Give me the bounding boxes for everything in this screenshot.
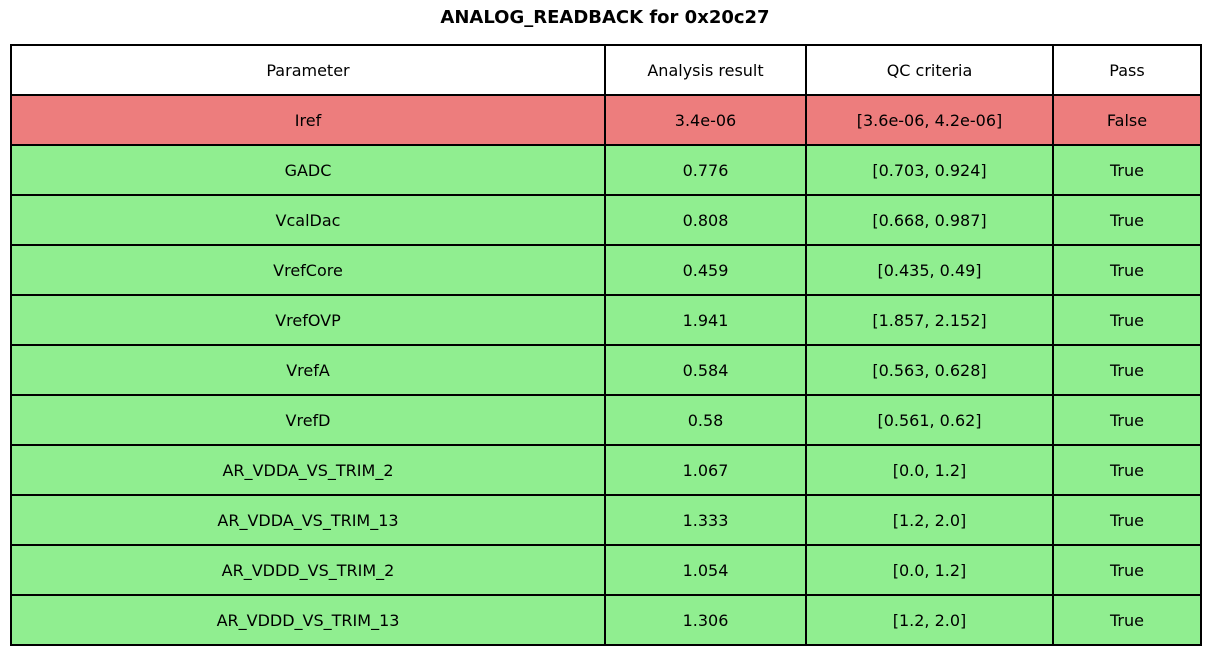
table-row: VrefCore 0.459 [0.435, 0.49] True: [10, 244, 1202, 296]
cell-analysis-result: 1.054: [604, 544, 807, 596]
cell-qc-criteria: [0.435, 0.49]: [805, 244, 1054, 296]
table-row: VrefA 0.584 [0.563, 0.628] True: [10, 344, 1202, 396]
cell-qc-criteria: [3.6e-06, 4.2e-06]: [805, 94, 1054, 146]
cell-analysis-result: 1.067: [604, 444, 807, 496]
cell-pass: True: [1052, 294, 1202, 346]
cell-analysis-result: 3.4e-06: [604, 94, 807, 146]
cell-pass: True: [1052, 494, 1202, 546]
cell-qc-criteria: [1.2, 2.0]: [805, 594, 1054, 646]
table-row: VrefD 0.58 [0.561, 0.62] True: [10, 394, 1202, 446]
cell-qc-criteria: [0.703, 0.924]: [805, 144, 1054, 196]
table-row: AR_VDDA_VS_TRIM_13 1.333 [1.2, 2.0] True: [10, 494, 1202, 546]
table-row: AR_VDDD_VS_TRIM_2 1.054 [0.0, 1.2] True: [10, 544, 1202, 596]
table-row: VcalDac 0.808 [0.668, 0.987] True: [10, 194, 1202, 246]
cell-pass: True: [1052, 444, 1202, 496]
column-header-parameter: Parameter: [10, 44, 606, 96]
table-row: Iref 3.4e-06 [3.6e-06, 4.2e-06] False: [10, 94, 1202, 146]
table-row: GADC 0.776 [0.703, 0.924] True: [10, 144, 1202, 196]
cell-parameter: AR_VDDA_VS_TRIM_2: [10, 444, 606, 496]
cell-pass: False: [1052, 94, 1202, 146]
cell-parameter: AR_VDDA_VS_TRIM_13: [10, 494, 606, 546]
table-row: AR_VDDD_VS_TRIM_13 1.306 [1.2, 2.0] True: [10, 594, 1202, 646]
cell-qc-criteria: [0.0, 1.2]: [805, 544, 1054, 596]
cell-analysis-result: 1.306: [604, 594, 807, 646]
table-row: AR_VDDA_VS_TRIM_2 1.067 [0.0, 1.2] True: [10, 444, 1202, 496]
cell-analysis-result: 0.584: [604, 344, 807, 396]
cell-pass: True: [1052, 544, 1202, 596]
cell-parameter: VrefOVP: [10, 294, 606, 346]
cell-analysis-result: 0.58: [604, 394, 807, 446]
header-row: Parameter Analysis result QC criteria Pa…: [10, 44, 1202, 96]
cell-qc-criteria: [0.0, 1.2]: [805, 444, 1054, 496]
cell-analysis-result: 1.941: [604, 294, 807, 346]
cell-qc-criteria: [0.668, 0.987]: [805, 194, 1054, 246]
cell-pass: True: [1052, 344, 1202, 396]
figure-title: ANALOG_READBACK for 0x20c27: [440, 7, 770, 28]
column-header-analysis-result: Analysis result: [604, 44, 807, 96]
cell-pass: True: [1052, 144, 1202, 196]
cell-parameter: VcalDac: [10, 194, 606, 246]
qc-results-table: Parameter Analysis result QC criteria Pa…: [10, 44, 1202, 646]
column-header-pass: Pass: [1052, 44, 1202, 96]
cell-pass: True: [1052, 594, 1202, 646]
cell-parameter: VrefCore: [10, 244, 606, 296]
cell-pass: True: [1052, 244, 1202, 296]
column-header-qc-criteria: QC criteria: [805, 44, 1054, 96]
cell-parameter: AR_VDDD_VS_TRIM_13: [10, 594, 606, 646]
cell-qc-criteria: [1.857, 2.152]: [805, 294, 1054, 346]
cell-analysis-result: 0.459: [604, 244, 807, 296]
cell-parameter: VrefA: [10, 344, 606, 396]
cell-parameter: AR_VDDD_VS_TRIM_2: [10, 544, 606, 596]
cell-pass: True: [1052, 194, 1202, 246]
cell-qc-criteria: [1.2, 2.0]: [805, 494, 1054, 546]
cell-qc-criteria: [0.561, 0.62]: [805, 394, 1054, 446]
table-row: VrefOVP 1.941 [1.857, 2.152] True: [10, 294, 1202, 346]
cell-parameter: Iref: [10, 94, 606, 146]
cell-parameter: VrefD: [10, 394, 606, 446]
cell-analysis-result: 0.808: [604, 194, 807, 246]
cell-analysis-result: 1.333: [604, 494, 807, 546]
cell-qc-criteria: [0.563, 0.628]: [805, 344, 1054, 396]
cell-pass: True: [1052, 394, 1202, 446]
cell-analysis-result: 0.776: [604, 144, 807, 196]
cell-parameter: GADC: [10, 144, 606, 196]
